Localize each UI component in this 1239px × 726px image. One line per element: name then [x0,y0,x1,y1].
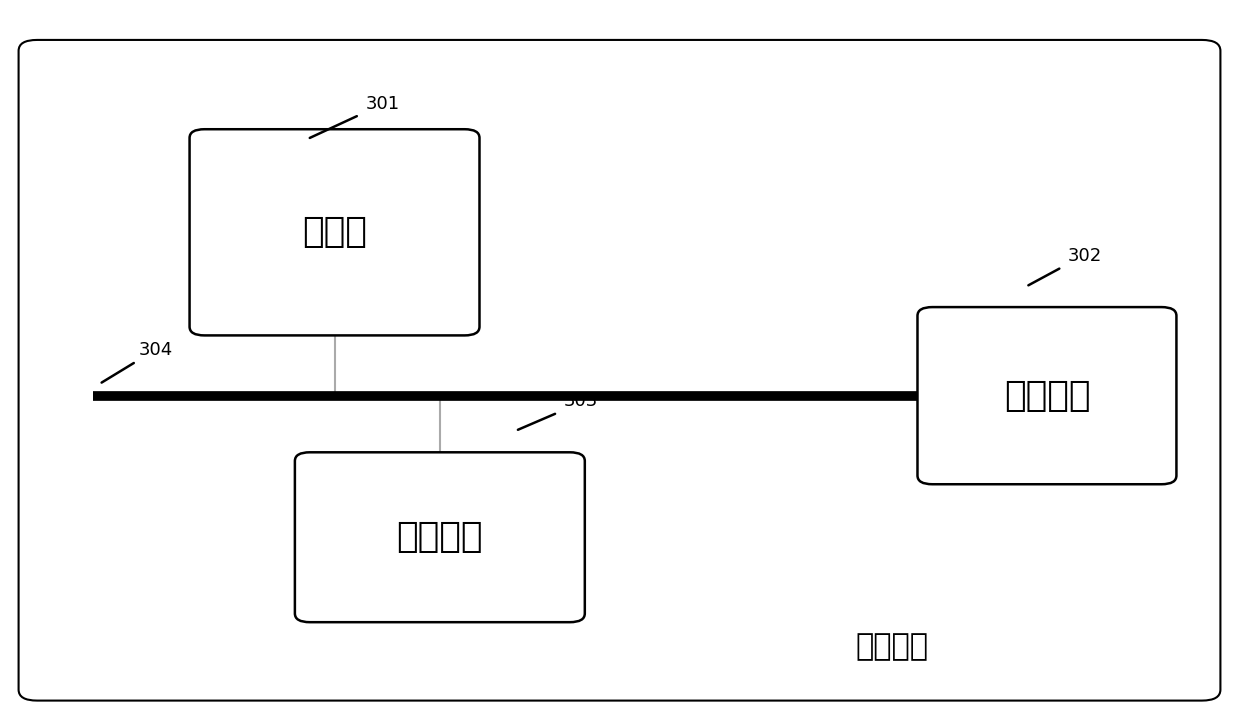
Text: 304: 304 [139,341,173,359]
Text: 302: 302 [1068,247,1103,265]
FancyBboxPatch shape [295,452,585,622]
Text: 处理器: 处理器 [302,216,367,249]
Text: 301: 301 [366,94,400,113]
Text: 输出接口: 输出接口 [1004,379,1090,412]
Text: 输入接口: 输入接口 [396,521,483,554]
FancyBboxPatch shape [190,129,479,335]
Text: 303: 303 [564,392,598,410]
Text: 计算设备: 计算设备 [856,632,928,661]
FancyBboxPatch shape [19,40,1220,701]
FancyBboxPatch shape [917,307,1176,484]
